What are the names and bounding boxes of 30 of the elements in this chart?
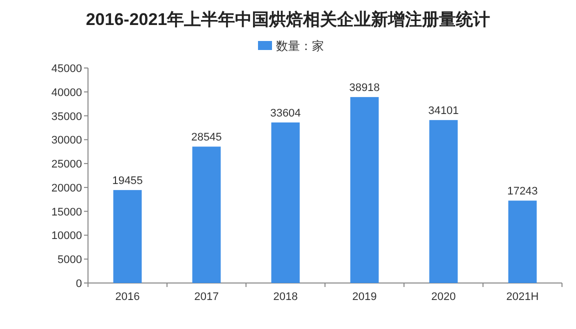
y-tick-label: 45000 xyxy=(51,63,82,75)
y-tick-label: 5000 xyxy=(58,254,82,266)
x-tick-label: 2020 xyxy=(431,291,456,303)
x-tick-label: 2019 xyxy=(352,291,377,303)
bar xyxy=(192,146,221,283)
data-label: 19455 xyxy=(112,175,143,188)
bar xyxy=(429,120,458,283)
bar xyxy=(350,97,379,283)
data-label: 38918 xyxy=(349,82,380,94)
y-tick-label: 0 xyxy=(76,278,82,290)
bar xyxy=(508,200,537,283)
y-tick-label: 35000 xyxy=(51,110,82,123)
y-tick-label: 30000 xyxy=(51,134,82,147)
y-tick-label: 25000 xyxy=(51,158,82,171)
data-label: 34101 xyxy=(428,105,459,118)
y-tick-label: 20000 xyxy=(51,182,82,194)
data-label: 28545 xyxy=(191,132,222,144)
x-tick-label: 2016 xyxy=(115,291,140,303)
bar xyxy=(271,122,300,283)
bar xyxy=(113,190,142,283)
x-tick-label: 2021H xyxy=(506,291,539,303)
chart-title: 2016-2021年上半年中国烘焙相关企业新增注册量统计 xyxy=(86,10,490,29)
data-label: 17243 xyxy=(507,186,538,198)
y-tick-label: 40000 xyxy=(51,86,82,99)
y-tick-label: 15000 xyxy=(51,206,82,218)
x-tick-label: 2018 xyxy=(273,291,298,303)
x-tick-label: 2017 xyxy=(194,291,219,303)
y-tick-label: 10000 xyxy=(51,230,82,242)
legend-label: 数量：家 xyxy=(276,39,324,53)
data-label: 33604 xyxy=(270,107,301,120)
